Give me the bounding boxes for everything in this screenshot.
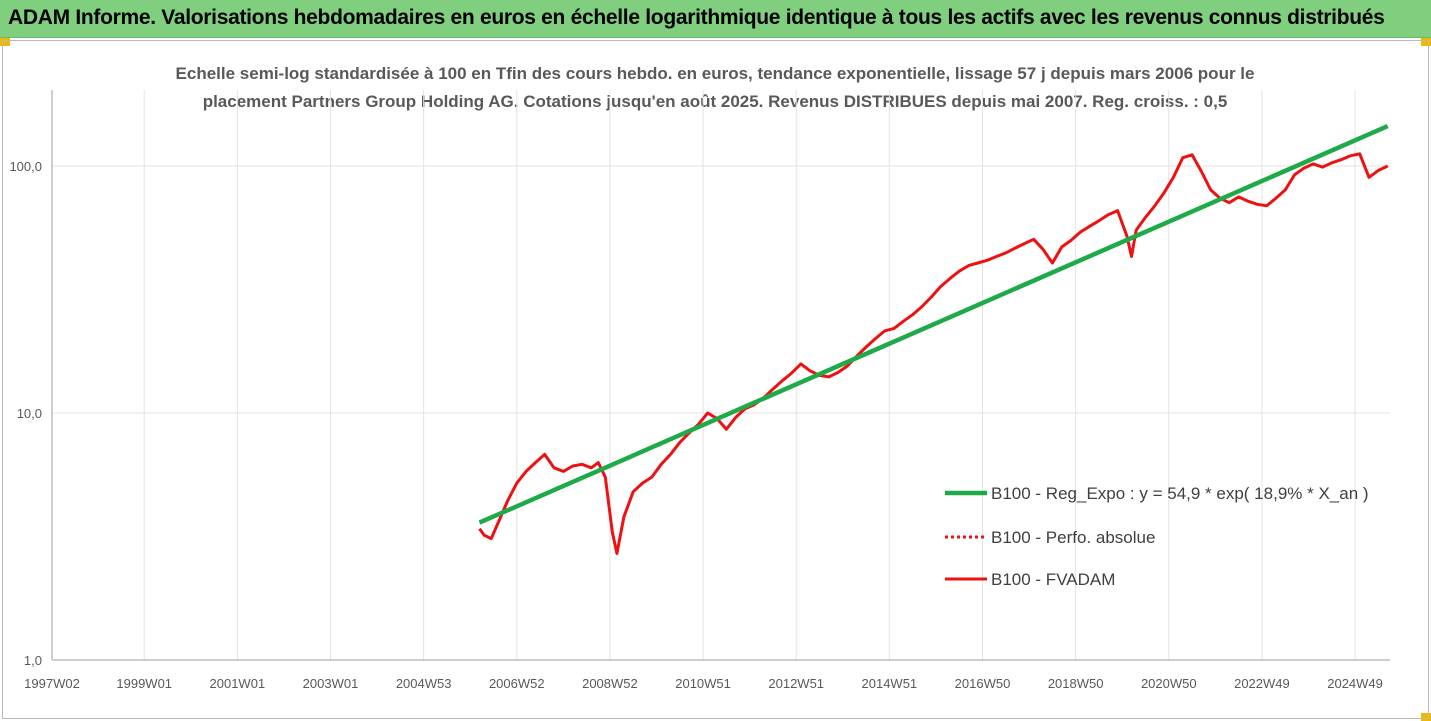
x-tick-label: 2001W01 (210, 676, 266, 691)
y-tick-label: 100,0 (9, 159, 42, 174)
x-tick-label: 2003W01 (303, 676, 359, 691)
x-tick-label: 1999W01 (116, 676, 172, 691)
x-tick-label: 2004W53 (396, 676, 452, 691)
x-tick-label: 2022W49 (1234, 676, 1290, 691)
x-tick-label: 2014W51 (862, 676, 918, 691)
x-tick-label: 2006W52 (489, 676, 545, 691)
corner-marker-left (0, 38, 10, 46)
legend-label-fvadam: B100 - FVADAM (991, 570, 1115, 589)
y-tick-label: 1,0 (24, 653, 42, 668)
series-line-fvadam (478, 152, 1389, 555)
corner-marker-bottom-right (1421, 713, 1431, 721)
x-tick-label: 2024W49 (1327, 676, 1383, 691)
x-tick-label: 2020W50 (1141, 676, 1197, 691)
report-title: ADAM Informe. Valorisations hebdomadaire… (8, 6, 1385, 29)
corner-marker-right (1421, 38, 1431, 46)
chart-title-line-2: placement Partners Group Holding AG. Cot… (202, 92, 1228, 111)
series-line-reg-expo (478, 124, 1389, 525)
x-tick-label: 1997W02 (24, 676, 80, 691)
chart-title-line-1: Echelle semi-log standardisée à 100 en T… (175, 64, 1255, 83)
chart-frame (2, 40, 1429, 719)
x-tick-label: 2008W52 (582, 676, 638, 691)
x-tick-label: 2018W50 (1048, 676, 1104, 691)
y-tick-label: 10,0 (17, 406, 42, 421)
x-tick-label: 2012W51 (768, 676, 824, 691)
legend-label-reg-expo: B100 - Reg_Expo : y = 54,9 * exp( 18,9% … (991, 484, 1369, 503)
x-tick-label: 2010W51 (675, 676, 731, 691)
x-tick-label: 2016W50 (955, 676, 1011, 691)
legend-label-perfo-absolue: B100 - Perfo. absolue (991, 528, 1155, 547)
header-bar: ADAM Informe. Valorisations hebdomadaire… (0, 0, 1431, 38)
